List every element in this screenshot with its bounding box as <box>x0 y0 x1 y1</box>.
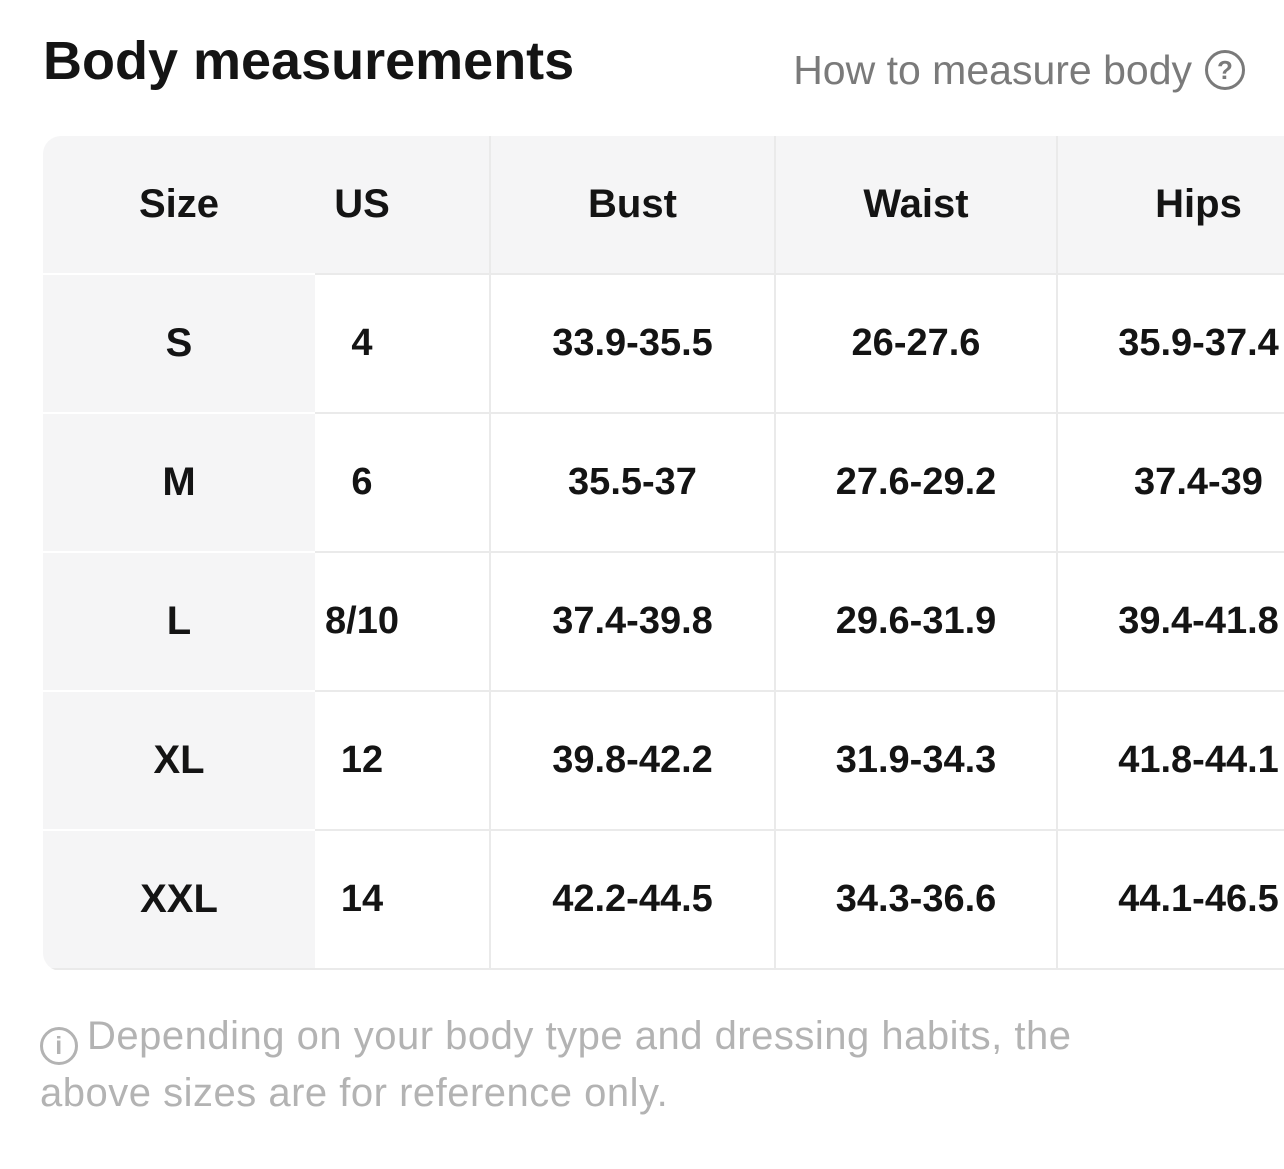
table-row: L 8/10 37.4-39.8 29.6-31.9 39.4-41.8 <box>43 551 1284 691</box>
cell-hips: 37.4-39 <box>1056 412 1284 552</box>
header-row: Size US Bust Waist Hips <box>43 136 1284 274</box>
column-header-size: Size <box>43 136 315 274</box>
cell-hips: 44.1-46.5 <box>1056 829 1284 970</box>
cell-bust: 33.9-35.5 <box>489 273 775 413</box>
cell-us: 12 <box>315 690 490 830</box>
table-row: XL 12 39.8-42.2 31.9-34.3 41.8-44.1 <box>43 690 1284 830</box>
cell-size: XXL <box>43 829 315 970</box>
table-row: XXL 14 42.2-44.5 34.3-36.6 44.1-46.5 <box>43 829 1284 970</box>
cell-bust: 37.4-39.8 <box>489 551 775 691</box>
cell-waist: 34.3-36.6 <box>774 829 1057 970</box>
footnote-line-1: i Depending on your body type and dressin… <box>40 1008 1250 1065</box>
size-table-header: Size US Bust Waist Hips <box>43 136 1284 274</box>
cell-size: XL <box>43 690 315 830</box>
cell-bust: 39.8-42.2 <box>489 690 775 830</box>
cell-size: S <box>43 273 315 413</box>
cell-hips: 35.9-37.4 <box>1056 273 1284 413</box>
cell-waist: 27.6-29.2 <box>774 412 1057 552</box>
cell-size: L <box>43 551 315 691</box>
column-header-waist: Waist <box>774 136 1057 274</box>
table-body: S 4 33.9-35.5 26-27.6 35.9-37.4 M 6 35.5-37 27.6… <box>43 273 1284 970</box>
cell-bust: 42.2-44.5 <box>489 829 775 970</box>
how-to-measure-label: How to measure body <box>793 47 1192 93</box>
table-row: M 6 35.5-37 27.6-29.2 37.4-39 <box>43 412 1284 552</box>
cell-hips: 41.8-44.1 <box>1056 690 1284 830</box>
cell-waist: 29.6-31.9 <box>774 551 1057 691</box>
footnote-text-2: above sizes are for reference only. <box>40 1071 669 1115</box>
page-title: Body measurements <box>43 31 575 91</box>
column-header-bust: Bust <box>489 136 775 274</box>
cell-us: 6 <box>315 412 490 552</box>
cell-us: 8/10 <box>315 551 490 691</box>
footnote-text-1: Depending on your body type and dressing… <box>87 1014 1072 1058</box>
cell-waist: 31.9-34.3 <box>774 690 1057 830</box>
cell-waist: 26-27.6 <box>774 273 1057 413</box>
footnote: i Depending on your body type and dressin… <box>40 1008 1250 1121</box>
cell-us: 4 <box>315 273 490 413</box>
cell-us: 14 <box>315 829 490 970</box>
column-header-hips: Hips <box>1056 136 1284 274</box>
question-circle-icon[interactable]: ? <box>1205 50 1245 90</box>
column-header-us: US <box>315 136 490 274</box>
table-row: S 4 33.9-35.5 26-27.6 35.9-37.4 <box>43 273 1284 413</box>
info-circle-icon: i <box>40 1027 78 1065</box>
how-to-measure-link[interactable]: How to measure body ? <box>793 46 1245 94</box>
cell-hips: 39.4-41.8 <box>1056 551 1284 691</box>
size-table: Size US Bust Waist Hips S 4 33.9-35.5 26-27… <box>43 136 1284 970</box>
cell-size: M <box>43 412 315 552</box>
cell-bust: 35.5-37 <box>489 412 775 552</box>
size-table-scroll-area[interactable]: Size US Bust Waist Hips S 4 33.9-35.5 26-27… <box>43 136 1284 971</box>
